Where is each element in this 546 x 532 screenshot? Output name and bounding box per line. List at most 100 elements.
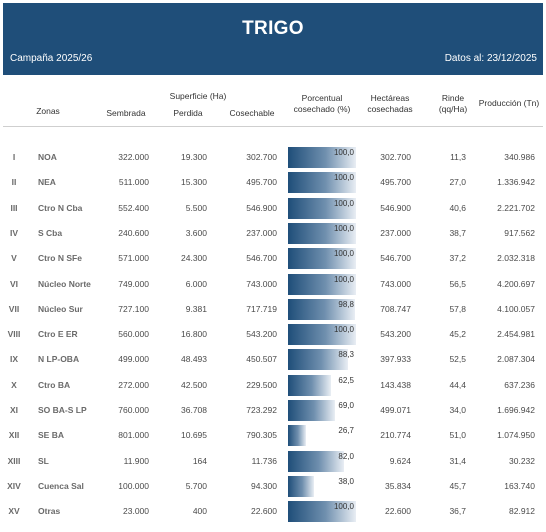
table-row: IX N LP-OBA 499.000 48.493 450.507 397.933 52,… <box>3 347 543 372</box>
harvest-progress-fill <box>288 501 356 523</box>
perdida-cell: 164 <box>192 455 207 466</box>
cosechable-cell: 790.305 <box>246 430 277 441</box>
rinde-cell: 51,0 <box>449 430 466 441</box>
harvest-progress-bar: 100,0 <box>288 172 356 194</box>
harvest-progress-bar: 38,0 <box>288 475 356 497</box>
harvest-percent-label: 100,0 <box>333 325 354 335</box>
harvest-progress-fill <box>288 248 356 270</box>
zona-cell: Ctro N SFe <box>38 253 82 264</box>
cosechable-cell: 495.700 <box>246 177 277 188</box>
produccion-cell: 1.696.942 <box>497 405 535 415</box>
harvest-percent-label: 100,0 <box>333 173 354 183</box>
cosechable-cell: 450.507 <box>246 354 277 365</box>
harvest-progress-fill <box>288 400 335 421</box>
row-number: XI <box>9 405 19 415</box>
hectareas-cell: 546.700 <box>380 253 411 264</box>
table-row: X Ctro BA 272.000 42.500 229.500 143.438 44,4 6… <box>3 373 543 398</box>
perdida-cell: 15.300 <box>181 177 207 188</box>
sembrada-cell: 272.000 <box>118 379 149 390</box>
table-row: II NEA 511.000 15.300 495.700 495.700 27,0 1.33… <box>3 170 543 195</box>
hectareas-cell: 708.747 <box>380 303 411 314</box>
zona-cell: NEA <box>38 177 56 188</box>
rinde-cell: 45,7 <box>449 480 466 491</box>
col-header-hectareas-line1: Hectáreas <box>370 93 410 103</box>
col-header-rinde-line1: Rinde <box>441 93 465 103</box>
col-header-rinde-line2: (qq/Ha) <box>438 104 468 114</box>
col-header-zonas: Zonas <box>36 106 60 116</box>
perdida-cell: 24.300 <box>181 253 207 264</box>
produccion-cell: 30.232 <box>509 455 535 466</box>
harvest-progress-fill <box>288 374 331 396</box>
sembrada-cell: 571.000 <box>118 253 149 264</box>
zona-cell: NOA <box>38 152 57 162</box>
row-number: IX <box>9 354 19 365</box>
harvest-progress-fill <box>288 298 356 320</box>
row-number: VIII <box>7 329 21 340</box>
report-header: TRIGO Campaña 2025/26 Datos al: 23/12/20… <box>3 3 543 75</box>
rinde-cell: 36,7 <box>449 506 466 517</box>
rinde-cell: 27,0 <box>449 177 466 188</box>
harvest-progress-bar: 98,8 <box>288 298 356 320</box>
sembrada-cell: 801.000 <box>118 430 149 441</box>
hectareas-cell: 143.438 <box>380 379 411 390</box>
table-row: XIV Cuenca Sal 100.000 5.700 94.300 35.834 45,… <box>3 474 543 499</box>
harvest-progress-fill <box>288 197 356 219</box>
zona-cell: Ctro N Cba <box>38 202 83 213</box>
cosechable-cell: 743.000 <box>246 278 277 289</box>
table-row: XII SE BA 801.000 10.695 790.305 210.774 51,0 1… <box>3 423 543 448</box>
harvest-progress-bar: 100,0 <box>288 324 356 346</box>
zona-cell: Cuenca Sal <box>38 480 84 491</box>
zona-cell: N LP-OBA <box>38 354 80 365</box>
col-header-cosechable: Cosechable <box>229 108 275 118</box>
harvest-progress-fill <box>288 222 356 244</box>
rinde-cell: 40,6 <box>449 202 466 213</box>
rinde-cell: 31,4 <box>449 455 466 466</box>
zona-cell: Otras <box>38 506 61 517</box>
produccion-cell: 2.032.318 <box>497 253 535 264</box>
perdida-cell: 10.695 <box>181 430 207 441</box>
perdida-cell: 3.600 <box>185 227 207 238</box>
hectareas-cell: 302.700 <box>380 152 411 162</box>
harvest-percent-label: 100,0 <box>333 502 354 512</box>
table-row: VI Núcleo Norte 749.000 6.000 743.000 743.000… <box>3 272 543 297</box>
row-number: VII <box>8 303 20 314</box>
perdida-cell: 42.500 <box>181 379 207 390</box>
perdida-cell: 6.000 <box>185 278 207 289</box>
row-number: XIV <box>7 480 21 491</box>
harvest-percent-label: 100,0 <box>333 274 354 284</box>
perdida-cell: 48.493 <box>181 354 207 365</box>
row-number: X <box>11 379 17 390</box>
sembrada-cell: 560.000 <box>118 329 149 340</box>
produccion-cell: 4.100.057 <box>497 303 535 314</box>
table-row: VIII Ctro E ER 560.000 16.800 543.200 543.200… <box>3 322 543 347</box>
produccion-cell: 2.221.702 <box>497 202 535 213</box>
table-row: III Ctro N Cba 552.400 5.500 546.900 546.900 4… <box>3 196 543 221</box>
cosechable-cell: 11.736 <box>251 455 277 466</box>
col-header-porcentual-line1: Porcentual <box>301 93 343 103</box>
perdida-cell: 5.700 <box>185 480 207 491</box>
harvest-progress-fill <box>288 147 356 168</box>
harvest-progress-fill <box>288 425 307 447</box>
hectareas-cell: 743.000 <box>380 278 411 289</box>
rinde-cell: 34,0 <box>449 405 466 415</box>
harvest-progress-fill <box>288 273 356 295</box>
hectareas-cell: 35.834 <box>385 480 411 491</box>
table-row: VII Núcleo Sur 727.100 9.381 717.719 708.747 5… <box>3 297 543 322</box>
harvest-percent-label: 82,0 <box>338 451 354 461</box>
hectareas-cell: 495.700 <box>380 177 411 188</box>
table-row: XV Otras 23.000 400 22.600 22.600 36,7 82.912 10… <box>3 499 543 524</box>
perdida-cell: 400 <box>192 506 207 517</box>
perdida-cell: 9.381 <box>185 303 207 314</box>
harvest-progress-fill <box>288 475 314 497</box>
harvest-percent-label: 100,0 <box>333 198 354 208</box>
row-number: V <box>11 253 17 264</box>
col-header-sembrada: Sembrada <box>106 108 146 118</box>
rinde-cell: 44,4 <box>449 379 466 390</box>
zona-cell: Núcleo Sur <box>38 303 83 314</box>
cosechable-cell: 717.719 <box>246 303 277 314</box>
produccion-cell: 2.087.304 <box>497 354 535 365</box>
table-row: XI SO BA-S LP 760.000 36.708 723.292 499.071 3… <box>3 398 543 423</box>
rinde-cell: 56,5 <box>449 278 466 289</box>
rinde-cell: 52,5 <box>449 354 466 365</box>
sembrada-cell: 511.000 <box>118 177 149 188</box>
